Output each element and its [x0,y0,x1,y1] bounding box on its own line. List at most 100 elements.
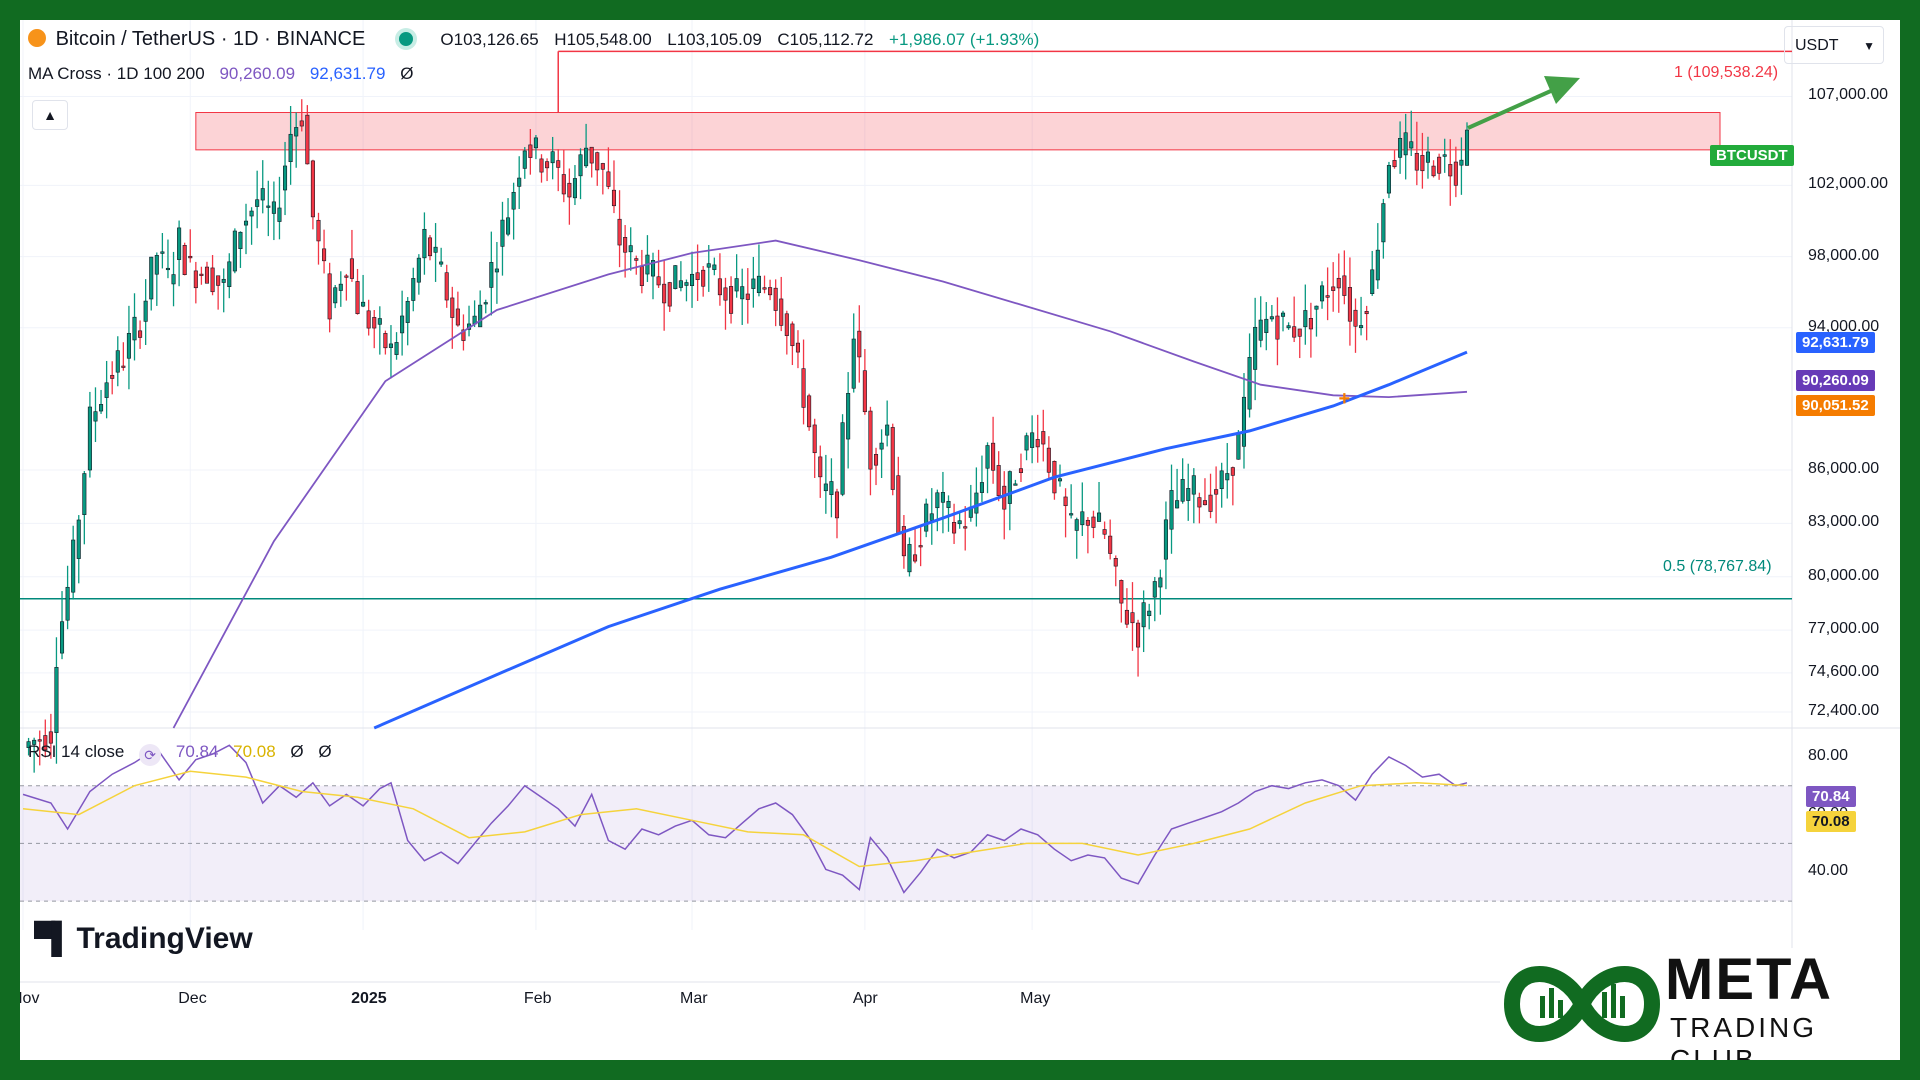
candle-body [768,287,773,296]
candle-body [1030,432,1035,448]
candle-body [846,393,851,440]
candle-body [1013,483,1018,486]
chart-frame: + Bitcoin / TetherUS · 1D · BINANCE O103… [20,20,1900,1060]
price-tick-label: 98,000.00 [1808,246,1880,264]
tradingview-logo: ▀▌ TradingView [34,922,253,956]
candle-body [243,220,249,226]
candle-body [1007,471,1012,504]
candle-body [82,473,87,515]
candle-body [1230,467,1235,476]
candle-body [1347,287,1352,322]
rsi-tick-label: 80.00 [1808,746,1849,764]
candle-body [1331,286,1336,291]
candle-body [322,248,327,262]
candle-body [433,246,438,253]
meta-wordmark: META [1665,947,1834,1012]
collapse-legend-button[interactable]: ▲ [32,100,68,130]
candle-body [517,177,522,187]
rsi-legend[interactable]: RSI 14 close ⟳ 70.84 70.08 Ø Ø [28,742,342,766]
cross-price-tag: 90,051.52 [1796,395,1875,416]
ma-cross-legend[interactable]: MA Cross · 1D 100 200 90,260.09 92,631.7… [28,64,423,84]
candle-body [1180,479,1185,502]
candle-body [567,182,572,198]
candle-body [1169,490,1174,530]
ohlc-close: C105,112.72 [777,30,874,49]
candle-body [606,171,611,187]
time-tick-label: Dec [178,990,207,1007]
candle-body [779,298,784,326]
candle-body [327,273,332,320]
candle-body [439,261,444,265]
candle-body [450,297,455,318]
candle-body [199,273,204,276]
candle-body [121,365,126,368]
candle-body [522,150,527,169]
candle-body [935,492,940,509]
candle-body [1130,612,1135,624]
candle-body [1280,312,1286,317]
price-tick-label: 72,400.00 [1808,701,1880,719]
candle-body [1163,519,1168,560]
candle-body [857,330,862,358]
candle-body [165,267,170,271]
candle-body [745,293,750,300]
currency-select[interactable]: USDT ▼ [1784,26,1884,64]
candle-body [277,207,282,222]
candle-body [266,205,271,208]
candle-body [1219,470,1224,490]
candle-body [1191,475,1196,495]
candle-body [411,278,416,301]
rsi-band [20,785,1792,902]
candle-body [1108,535,1113,554]
candle-body [600,163,605,170]
candle-body [416,257,421,283]
candle-body [690,273,695,286]
time-tick-label: Feb [523,990,552,1007]
candle-body [1370,269,1375,294]
symbol-title[interactable]: Bitcoin / TetherUS · 1D · BINANCE [55,28,366,50]
ohlc-low: L103,105.09 [667,30,762,49]
candle-body [1080,511,1085,526]
rsi-extra-1: Ø [290,742,304,761]
market-status-dot-icon [398,32,413,46]
ohlc-high: H105,548.00 [554,30,652,49]
candle-body [388,343,393,348]
candle-body [918,545,923,548]
candle-body [885,424,890,436]
candle-body [834,491,840,519]
price-tick-label: 74,600.00 [1808,662,1880,680]
candle-body [985,445,990,469]
candle-body [1269,316,1274,320]
price-tick-label: 83,000.00 [1808,513,1880,531]
price-tick-label: 80,000.00 [1808,566,1880,584]
candle-body [59,621,65,654]
candle-body [1442,154,1447,157]
candle-body [1046,447,1051,473]
candle-body [1409,141,1414,149]
candle-body [1069,513,1074,516]
candle-body [48,731,53,744]
ma100-price-tag: 90,260.09 [1796,370,1875,391]
candle-body [338,283,343,291]
chart-canvas[interactable]: + [20,20,1900,1060]
candle-body [310,160,315,218]
candle-body [667,282,672,307]
candle-body [701,269,706,287]
candle-body [1236,433,1241,460]
price-tick-label: 86,000.00 [1808,460,1880,478]
candle-body [1425,151,1431,163]
candle-body [1035,439,1040,448]
rsi-tick-label: 40.00 [1808,862,1849,880]
meta-trading-club-logo: META TRADING CLUB [1500,947,1900,1060]
candle-body [489,262,494,288]
rsi-value: 70.84 [175,742,219,761]
candle-body [344,275,349,278]
candle-body [104,382,109,398]
rsi-ma-line [22,770,1468,868]
candle-body [1308,317,1313,330]
candle-body [650,260,656,277]
candle-body [1057,478,1063,482]
candle-body [288,133,293,162]
currency-value: USDT [1795,37,1839,54]
candle-body [913,554,918,562]
